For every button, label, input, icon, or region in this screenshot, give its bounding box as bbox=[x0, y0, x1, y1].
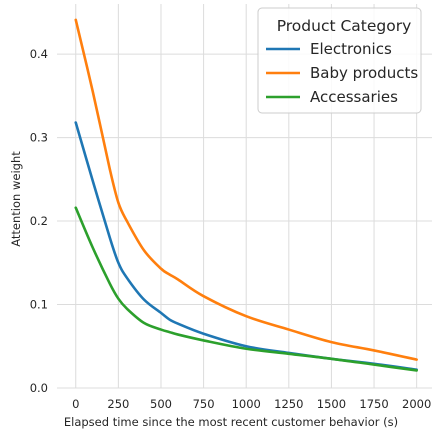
x-tick-label: 1250 bbox=[274, 397, 303, 411]
y-tick-label: 0.3 bbox=[30, 131, 48, 145]
series-line-accessaries bbox=[74, 206, 418, 372]
x-tick-label: 0 bbox=[72, 397, 79, 411]
x-tick-label: 1500 bbox=[317, 397, 346, 411]
series-lines bbox=[74, 18, 418, 372]
x-tick-label: 750 bbox=[193, 397, 215, 411]
series-line-baby-products bbox=[74, 18, 418, 361]
y-axis-label: Attention weight bbox=[9, 151, 23, 247]
x-tick-label: 500 bbox=[150, 397, 172, 411]
legend-label: Baby products bbox=[310, 64, 418, 82]
y-tick-labels: 0.0 0.1 0.2 0.3 0.4 bbox=[30, 47, 48, 395]
legend-box bbox=[257, 7, 422, 114]
y-tick-label: 0.0 bbox=[30, 381, 48, 395]
x-tick-label: 250 bbox=[107, 397, 129, 411]
y-tick-label: 0.2 bbox=[30, 214, 48, 228]
x-axis-label: Elapsed time since the most recent custo… bbox=[64, 415, 398, 429]
x-tick-label: 1750 bbox=[359, 397, 388, 411]
legend-title: Product Category bbox=[277, 17, 412, 35]
x-tick-labels: 0 250 500 750 1000 1250 1500 1750 2000 bbox=[72, 397, 431, 411]
y-tick-label: 0.1 bbox=[30, 298, 48, 312]
legend-label: Electronics bbox=[310, 40, 392, 58]
x-tick-label: 2000 bbox=[402, 397, 431, 411]
legend: Product Category Electronics Baby product… bbox=[257, 7, 422, 114]
x-tick-label: 1000 bbox=[232, 397, 261, 411]
y-tick-label: 0.4 bbox=[30, 47, 48, 61]
legend-label: Accessaries bbox=[310, 88, 398, 106]
